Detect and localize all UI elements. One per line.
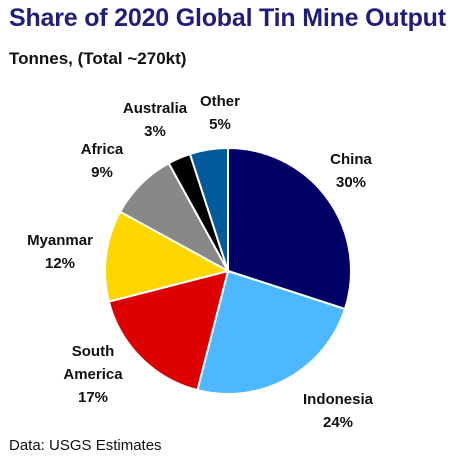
- pie-slice-south-america: [107, 269, 230, 392]
- slice-label-south-america: South America 17%: [63, 343, 123, 406]
- pie-slice-other: [188, 146, 229, 272]
- data-source-note: Data: USGS Estimates: [9, 437, 162, 454]
- slice-label-africa: Africa 9%: [81, 141, 124, 181]
- pie-slice-myanmar: [104, 210, 231, 303]
- pie-slices: [104, 146, 352, 395]
- slice-label-indonesia: Indonesia 24%: [303, 391, 374, 431]
- pie-slice-china: [227, 146, 352, 311]
- pie-slice-indonesia: [196, 269, 347, 395]
- slice-label-myanmar: Myanmar 12%: [27, 232, 93, 272]
- slice-label-china: China 30%: [330, 151, 372, 191]
- slice-label-australia: Australia 3%: [123, 100, 188, 140]
- chart-subtitle: Tonnes, (Total ~270kt): [9, 49, 187, 68]
- chart-title: Share of 2020 Global Tin Mine Output: [9, 4, 446, 32]
- pie-labels: China 30% Indonesia 24% South America 17% Myanm…: [27, 93, 374, 431]
- slice-label-other: Other 5%: [200, 93, 240, 133]
